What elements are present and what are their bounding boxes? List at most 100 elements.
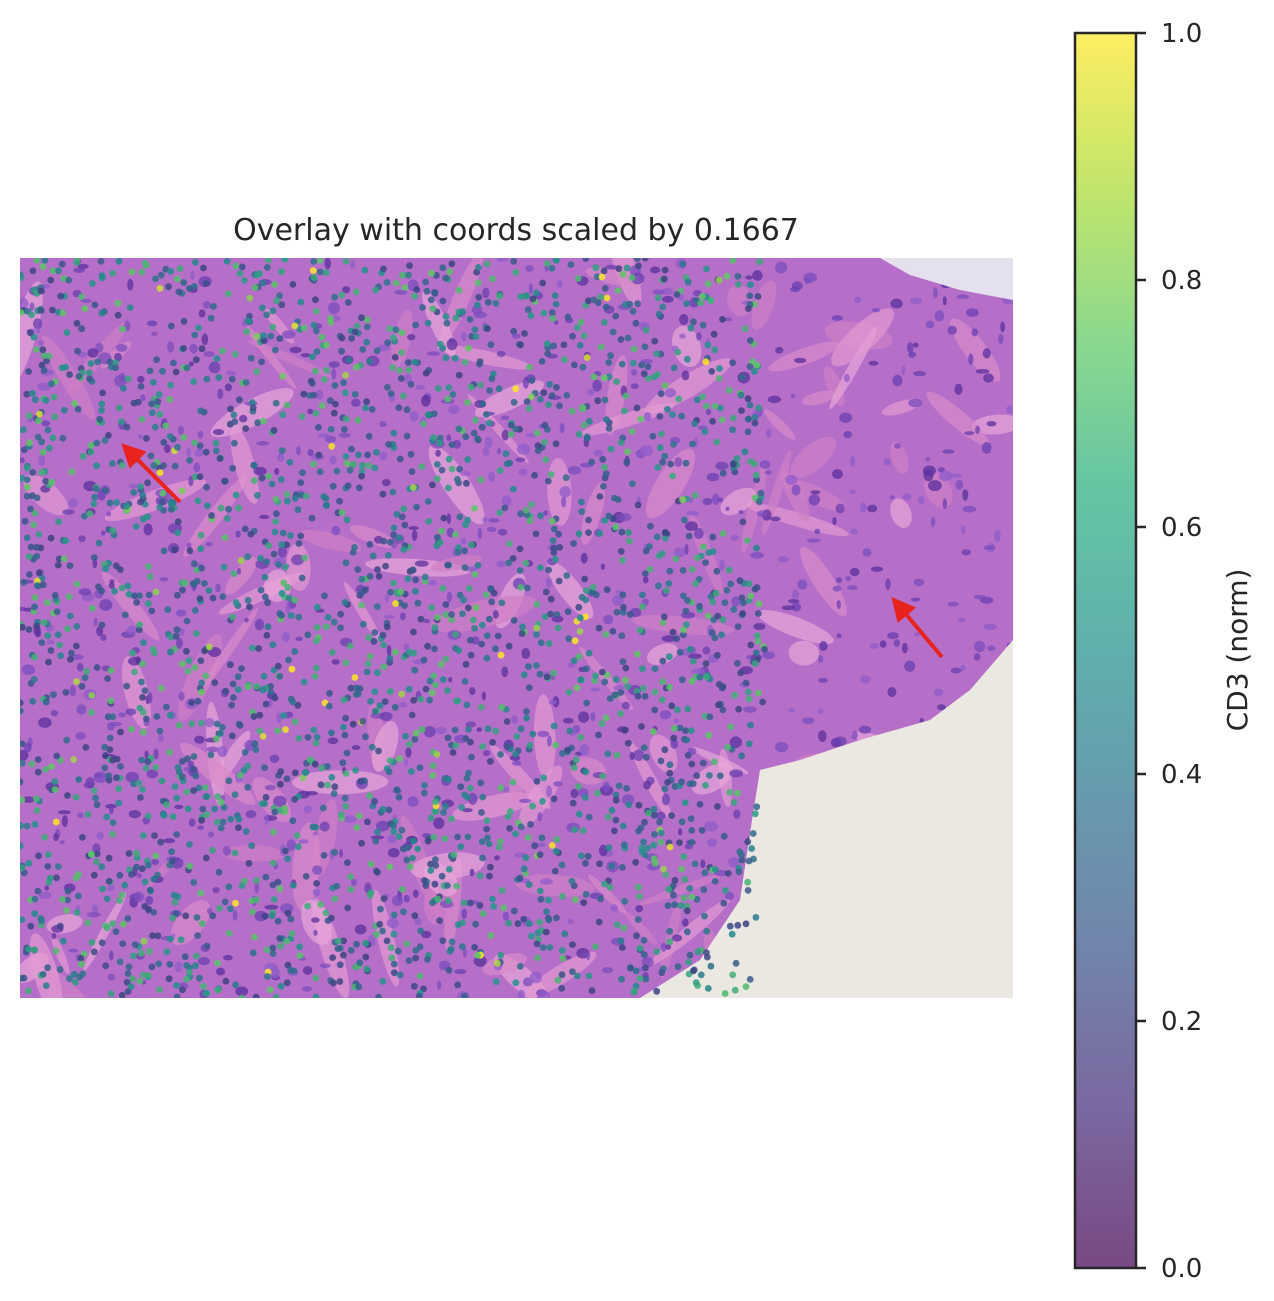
cell-marker [117,728,124,736]
cell-marker [282,726,289,733]
cell-marker [173,982,181,989]
cell-marker [59,896,66,903]
nucleus [691,668,705,676]
cell-marker [119,940,127,947]
cell-marker [27,505,34,513]
cell-marker [144,479,152,487]
cell-marker [597,343,605,351]
cell-marker [694,948,702,956]
cell-marker [583,433,591,441]
cell-marker [78,325,86,333]
cell-marker [362,404,369,412]
nucleus [22,796,35,803]
cell-marker [149,932,157,939]
cell-marker [159,490,167,497]
cell-marker [185,285,193,292]
cell-marker [245,859,253,867]
cell-marker [757,489,765,497]
cell-marker [145,600,152,608]
cell-marker [35,852,42,860]
cell-marker [319,804,327,812]
cell-marker [202,793,210,801]
cell-marker [26,439,33,447]
cell-marker [721,990,729,997]
cell-marker [83,667,90,675]
stroma-streak [436,344,533,370]
cell-marker [67,656,74,663]
cell-marker [569,799,577,807]
cell-marker [632,967,640,975]
nucleus [188,475,194,487]
cell-marker [302,873,310,880]
cell-marker [167,322,175,330]
nucleus [118,372,126,382]
cell-marker [106,358,114,366]
nucleus [529,971,542,984]
cell-marker [50,393,58,401]
cell-marker [87,360,95,367]
cell-marker [180,279,188,286]
nucleus [86,911,101,918]
cell-marker [421,877,428,884]
cell-marker [280,579,288,587]
cell-marker [716,365,723,372]
cell-marker [658,969,666,977]
cell-marker [25,946,33,953]
cell-marker [401,284,409,291]
cell-marker [608,806,616,814]
cell-marker [509,555,517,562]
cell-marker [91,301,99,309]
cell-marker [353,940,360,948]
cell-marker [650,811,658,819]
cell-marker [661,275,668,283]
cell-marker [536,670,544,678]
cell-marker [270,550,278,558]
cell-marker [322,269,330,276]
cell-marker [101,743,109,751]
cell-marker [623,785,630,792]
cell-marker [670,364,678,372]
cell-marker [366,891,374,899]
cell-marker [179,986,186,994]
cell-marker [48,763,55,770]
nucleus [177,425,184,435]
cell-marker [576,628,584,635]
cell-marker [621,407,628,415]
cell-marker [213,735,221,743]
nucleus [140,394,146,402]
cell-marker [552,741,560,749]
nucleus [652,289,665,295]
cell-marker [564,608,572,616]
cell-marker [87,441,95,449]
cell-marker [410,649,418,657]
cell-marker [291,495,299,502]
cell-marker [309,823,317,831]
cell-marker [259,279,267,287]
cell-marker [66,371,73,378]
cell-marker [444,882,451,889]
cell-marker [139,786,147,793]
cell-marker [525,663,532,670]
nucleus [224,383,232,392]
cell-marker [497,951,505,959]
nucleus [93,617,98,627]
cell-marker [613,751,621,759]
nucleus [731,596,741,608]
cell-marker [512,425,520,433]
cell-marker [633,932,640,940]
nucleus [785,474,798,485]
nucleus [942,498,948,510]
nucleus [291,554,305,566]
cell-marker [408,768,415,775]
cell-marker [313,664,320,672]
nucleus [833,736,847,747]
cell-marker [44,599,51,606]
cell-marker [253,682,260,690]
nucleus [212,428,225,436]
cell-marker [197,531,205,539]
cell-marker [734,660,741,667]
cell-marker [148,409,156,417]
nucleus [462,948,467,958]
cell-marker [173,831,181,838]
cell-marker [592,264,600,272]
